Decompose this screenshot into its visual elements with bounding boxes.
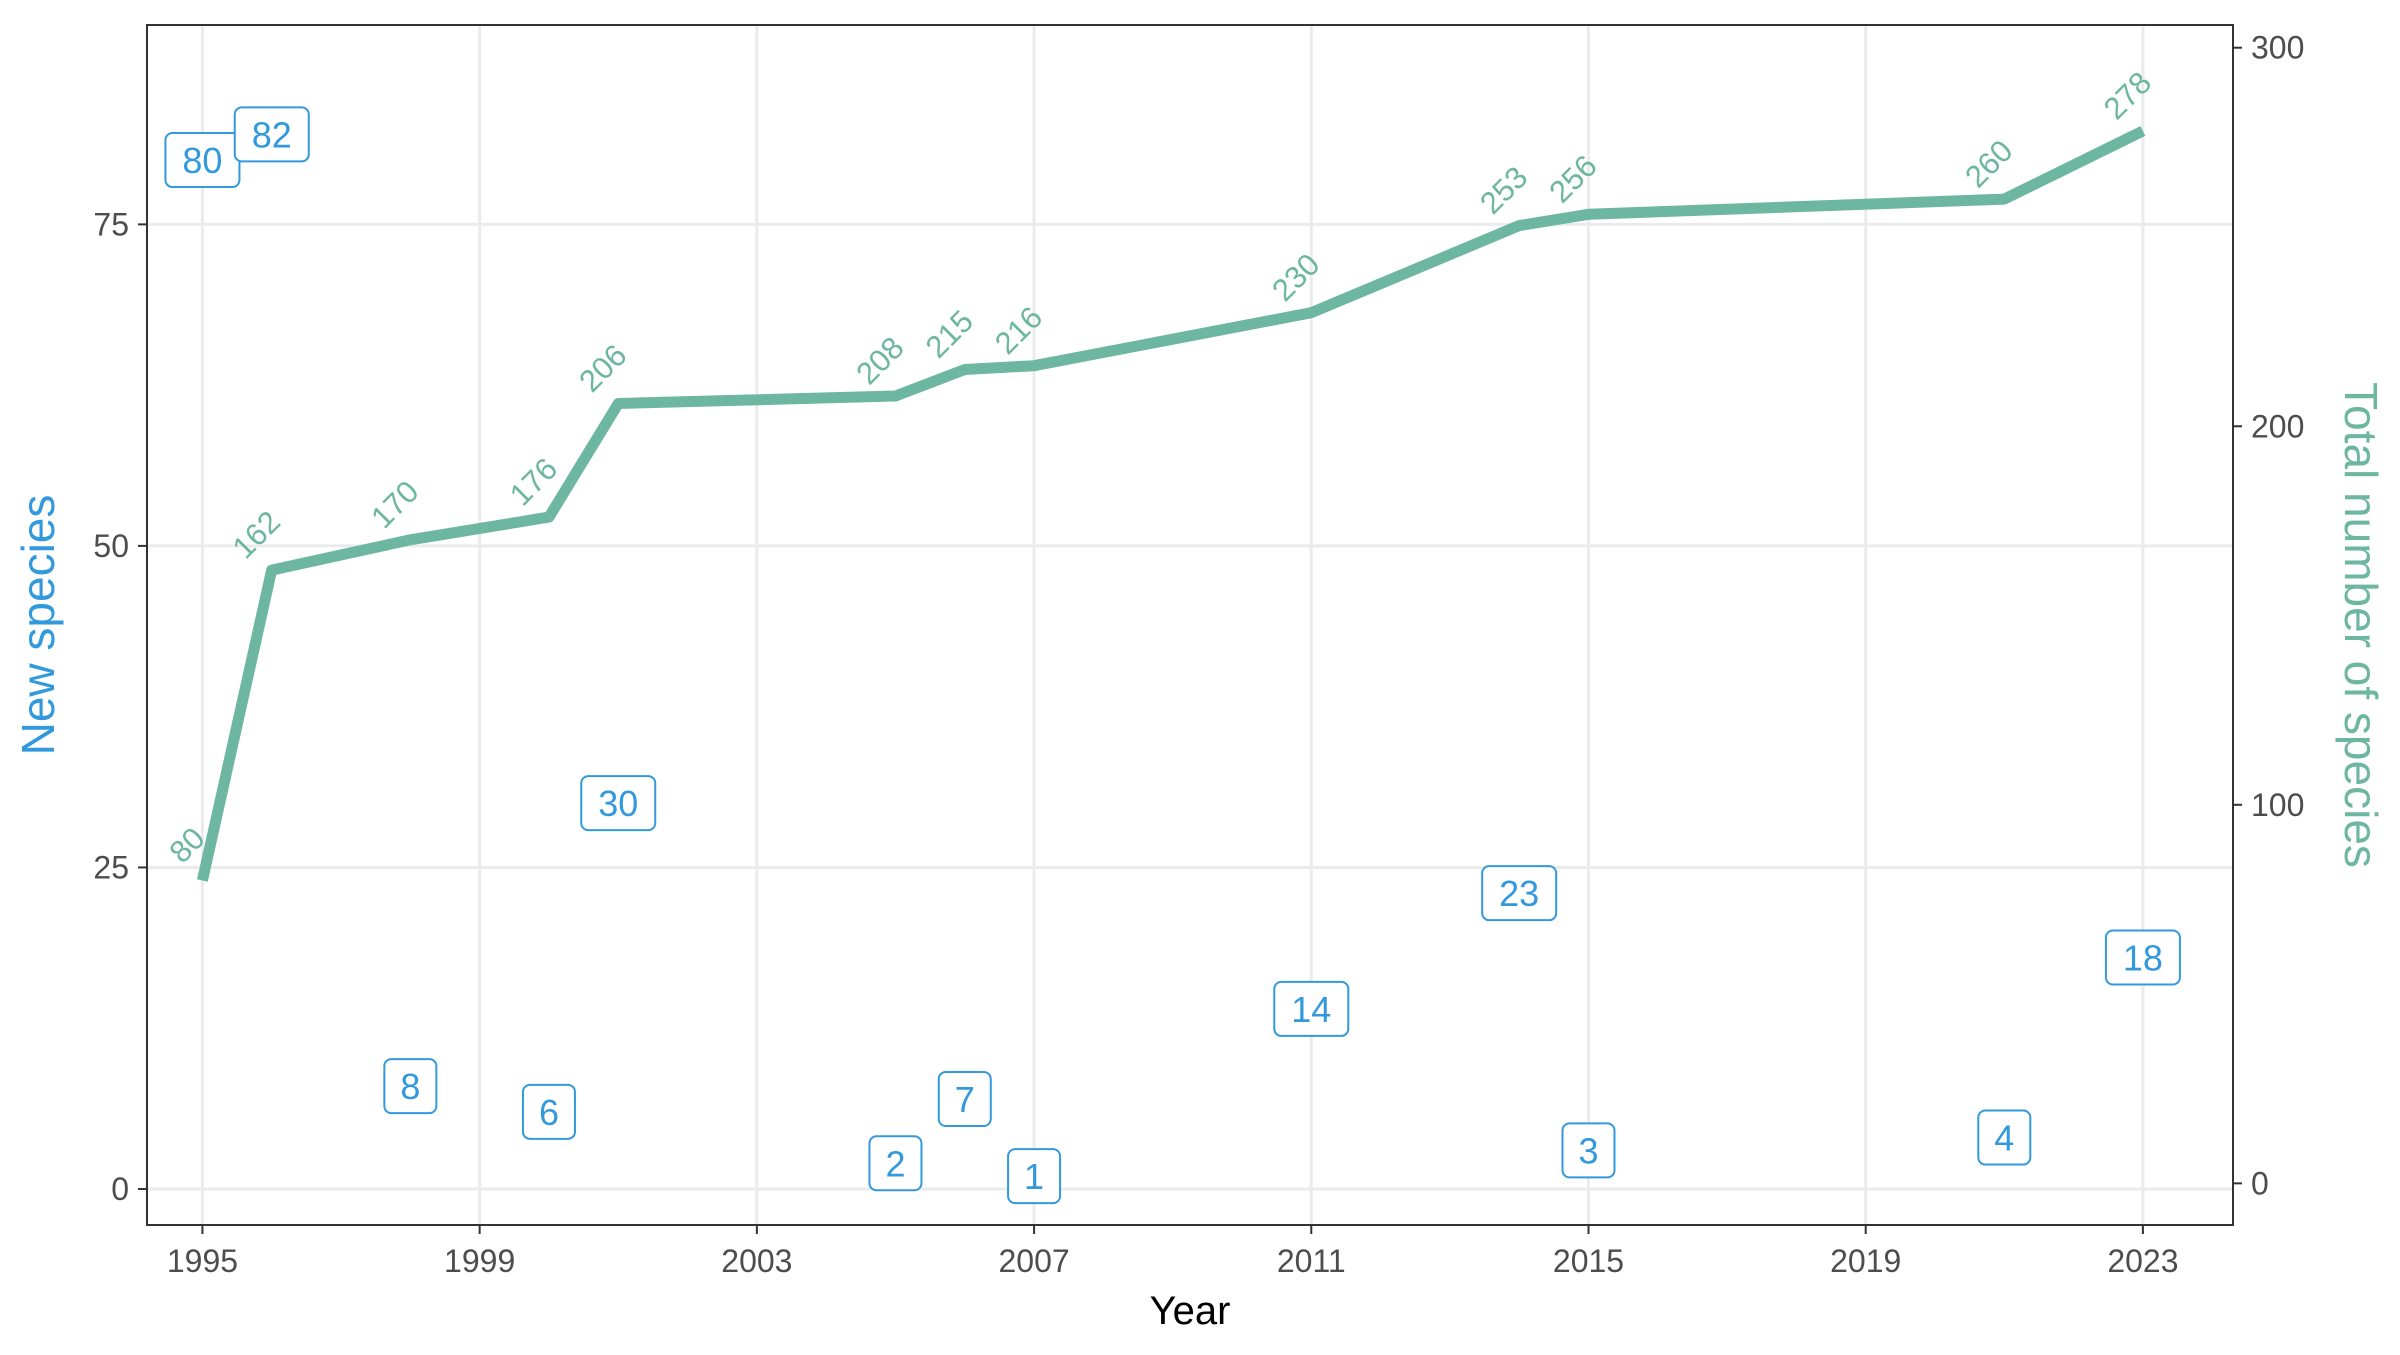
new-species-label-box [1273, 980, 1350, 1037]
new-species-label-box [580, 775, 657, 832]
new-species-label-text: 30 [598, 783, 638, 824]
new-label-layer: 80 82 8 6 30 2 7 1 14 23 3 4 18 [164, 106, 2181, 1205]
x-tick-label: 2011 [1277, 1243, 1346, 1279]
new-species-label-box [2104, 929, 2181, 986]
new-species-label-text: 80 [182, 140, 222, 181]
new-species-label-box [937, 1070, 992, 1127]
panel-border [146, 24, 2234, 1226]
x-tick-label: 2003 [721, 1243, 792, 1279]
new-species-label-box [383, 1058, 438, 1115]
right-axis-title: Total number of species [2335, 382, 2387, 868]
line-layer [197, 126, 2146, 882]
x-tick-label: 1999 [444, 1243, 515, 1279]
total-species-label: 208 [849, 330, 910, 391]
right-tick-label: 300 [2251, 30, 2304, 66]
new-species-label: 1 [1007, 1148, 1062, 1205]
total-species-label: 256 [1542, 148, 1603, 209]
total-species-label: 260 [1958, 133, 2019, 194]
new-species-label: 2 [868, 1135, 923, 1192]
new-species-label-text: 82 [252, 114, 292, 155]
new-species-label-text: 8 [400, 1066, 420, 1107]
new-species-label: 7 [937, 1070, 992, 1127]
new-species-label: 6 [521, 1083, 576, 1140]
new-species-label-text: 23 [1499, 873, 1539, 914]
new-species-label-text: 7 [955, 1079, 975, 1120]
new-species-label-box [233, 106, 310, 163]
new-species-label: 80 [164, 132, 241, 189]
new-species-label-text: 2 [885, 1143, 905, 1184]
new-species-label-box [521, 1083, 576, 1140]
x-tick-label: 2015 [1553, 1243, 1624, 1279]
new-species-label: 30 [580, 775, 657, 832]
new-species-label: 18 [2104, 929, 2181, 986]
total-species-label: 162 [226, 504, 287, 565]
right-tick-label: 100 [2251, 787, 2304, 823]
new-species-label: 3 [1561, 1122, 1616, 1179]
new-species-label-text: 14 [1291, 989, 1331, 1030]
new-species-label-text: 18 [2123, 937, 2163, 978]
new-species-label-box [1977, 1109, 2032, 1166]
x-axis-title: Year [1150, 1289, 1231, 1333]
right-tick-label: 200 [2251, 408, 2304, 444]
left-axis-title: New species [12, 495, 64, 756]
x-tick-label: 2007 [998, 1243, 1069, 1279]
new-species-label: 4 [1977, 1109, 2032, 1166]
new-species-label: 8 [383, 1058, 438, 1115]
total-species-line [197, 126, 2146, 882]
total-species-label: 170 [364, 474, 425, 535]
new-species-label: 23 [1481, 865, 1558, 922]
total-species-label: 230 [1265, 247, 1326, 308]
new-species-label-text: 1 [1024, 1156, 1044, 1197]
new-species-label-box [1007, 1148, 1062, 1205]
total-species-label: 278 [2097, 65, 2158, 126]
left-tick-label: 75 [93, 206, 129, 242]
new-species-label-box [1481, 865, 1558, 922]
new-species-label: 14 [1273, 980, 1350, 1037]
left-tick-label: 25 [93, 849, 129, 885]
new-species-label-text: 3 [1578, 1130, 1598, 1171]
total-species-label: 216 [988, 300, 1049, 361]
new-species-label: 82 [233, 106, 310, 163]
total-species-label: 206 [572, 337, 633, 398]
total-species-label: 215 [919, 303, 980, 364]
x-tick-label: 2019 [1830, 1243, 1901, 1279]
left-tick-label: 50 [93, 528, 129, 564]
new-species-label-box [1561, 1122, 1616, 1179]
axis-layer: 1995 1999 2003 2007 2011 2015 2019 202302550750… [93, 30, 2304, 1279]
x-tick-label: 1995 [167, 1243, 238, 1279]
right-tick-label: 0 [2251, 1165, 2269, 1201]
x-tick-label: 2023 [2107, 1243, 2178, 1279]
grid-layer [147, 25, 2233, 1225]
new-species-label-text: 6 [539, 1092, 559, 1133]
new-species-label-text: 4 [1994, 1118, 2014, 1159]
left-tick-label: 0 [111, 1171, 129, 1207]
new-species-label-box [868, 1135, 923, 1192]
total-species-label: 253 [1473, 160, 1534, 221]
